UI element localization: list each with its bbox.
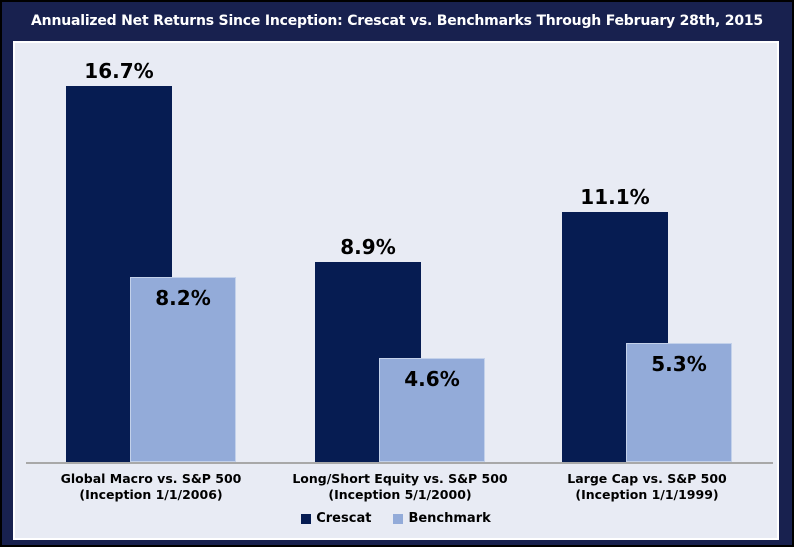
bar-benchmark-0 bbox=[130, 277, 236, 462]
bars-container: 16.7% 8.2% 8.9% 4.6% 11.1% 5.3% bbox=[15, 43, 777, 462]
bar-group-1: 8.9% 4.6% bbox=[315, 43, 485, 462]
value-label-benchmark-0: 8.2% bbox=[155, 286, 211, 310]
category-label-1: Long/Short Equity vs. S&P 500 (Inception… bbox=[292, 471, 508, 502]
bar-group-0: 16.7% 8.2% bbox=[66, 43, 236, 462]
legend-swatch-benchmark bbox=[393, 513, 404, 524]
bar-group-2: 11.1% 5.3% bbox=[562, 43, 732, 462]
category-label-2: Large Cap vs. S&P 500 (Inception 1/1/199… bbox=[567, 471, 727, 502]
legend-label-crescat: Crescat bbox=[316, 511, 372, 526]
value-label-crescat-1: 8.9% bbox=[340, 235, 396, 259]
x-axis-line bbox=[26, 462, 773, 464]
value-label-crescat-0: 16.7% bbox=[84, 59, 154, 83]
legend-label-benchmark: Benchmark bbox=[408, 511, 491, 526]
value-label-benchmark-1: 4.6% bbox=[404, 367, 460, 391]
category-label-0: Global Macro vs. S&P 500 (Inception 1/1/… bbox=[60, 471, 242, 502]
legend-item-crescat: Crescat bbox=[301, 511, 371, 526]
chart-title: Annualized Net Returns Since Inception: … bbox=[31, 13, 763, 29]
value-label-benchmark-2: 5.3% bbox=[651, 352, 707, 376]
plot-area: 16.7% 8.2% 8.9% 4.6% 11.1% 5.3% Crescat Benchm… bbox=[13, 41, 779, 540]
bar-benchmark-1 bbox=[379, 358, 485, 462]
legend: Crescat Benchmark bbox=[15, 511, 777, 526]
value-label-crescat-2: 11.1% bbox=[580, 185, 650, 209]
legend-swatch-crescat bbox=[301, 513, 312, 524]
legend-item-benchmark: Benchmark bbox=[393, 511, 491, 526]
bar-benchmark-2 bbox=[626, 343, 732, 462]
